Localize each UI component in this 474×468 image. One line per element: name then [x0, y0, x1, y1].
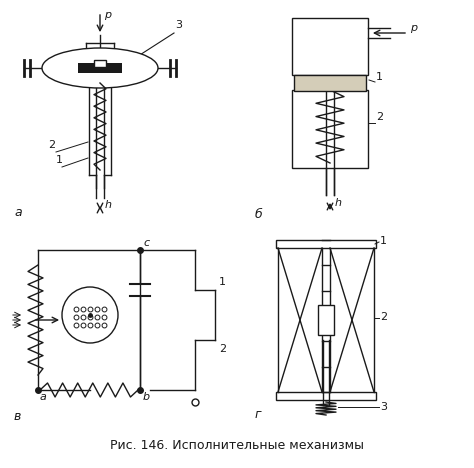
Bar [94, 60, 106, 67]
Text: 3: 3 [380, 402, 387, 412]
Text: c: c [143, 238, 149, 248]
Text: 2: 2 [48, 140, 55, 150]
Text: 2: 2 [219, 344, 226, 354]
Text: 1: 1 [219, 277, 226, 287]
Text: б: б [255, 208, 263, 221]
Text: г: г [255, 408, 262, 421]
Text: h: h [335, 198, 342, 209]
Bar [292, 18, 368, 75]
Text: p: p [410, 23, 417, 33]
Text: h: h [105, 200, 112, 210]
Text: p: p [104, 10, 111, 20]
Circle shape [62, 287, 118, 343]
Text: 2: 2 [380, 312, 387, 322]
Text: a: a [40, 392, 47, 402]
Ellipse shape [42, 48, 158, 88]
Text: 1: 1 [380, 236, 387, 246]
Bar [292, 90, 368, 168]
Text: Рис. 146. Исполнительные механизмы: Рис. 146. Исполнительные механизмы [110, 439, 364, 452]
Text: 2: 2 [376, 112, 383, 122]
Bar [78, 63, 122, 73]
Bar [276, 240, 376, 248]
Bar [276, 392, 376, 400]
Text: а: а [14, 206, 22, 219]
Text: b: b [143, 392, 150, 402]
Text: 1: 1 [376, 72, 383, 82]
Bar [294, 75, 366, 91]
Text: в: в [14, 410, 21, 423]
Bar [318, 305, 334, 335]
Text: 1: 1 [56, 155, 63, 165]
Text: 3: 3 [175, 20, 182, 30]
